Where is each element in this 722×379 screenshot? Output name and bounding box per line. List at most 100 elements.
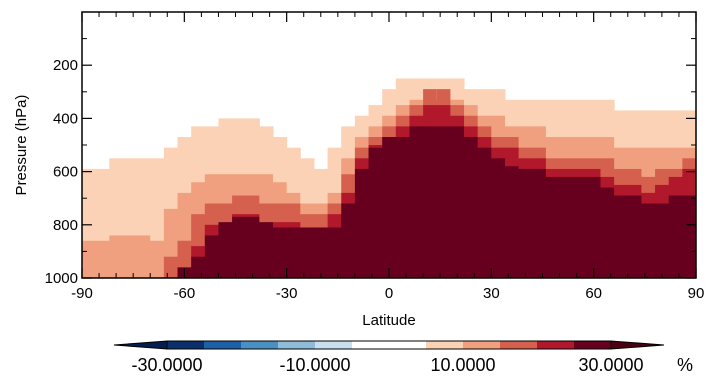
heatmap-cell-28-4 — [464, 126, 479, 138]
heatmap-cell-23-2 — [395, 105, 410, 117]
heatmap-cell-18-1 — [327, 147, 342, 194]
heatmap-cell-15-3 — [286, 203, 301, 223]
colorbar-swatch — [463, 341, 501, 349]
heatmap-cell-34-1 — [545, 99, 561, 138]
heatmap-cell-40-4 — [627, 184, 642, 197]
heatmap-cell-8-5 — [191, 256, 206, 279]
heatmap-cell-14-1 — [273, 137, 288, 183]
heatmap-cell-39-3 — [614, 168, 629, 186]
heatmap-cell-34-2 — [545, 137, 561, 159]
heatmap-cell-10-5 — [218, 222, 233, 279]
heatmap-cell-9-1 — [204, 126, 219, 175]
heatmap-cell-41-2 — [641, 147, 656, 178]
heatmap-cell-37-3 — [586, 158, 601, 170]
heatmap-cell-27-2 — [450, 99, 465, 106]
heatmap-cell-36-2 — [573, 137, 588, 159]
heatmap-cell-36-3 — [573, 158, 588, 170]
heatmap-cell-35-5 — [559, 176, 574, 279]
heatmap-cell-20-2 — [354, 137, 370, 149]
heatmap-cell-26-4 — [436, 105, 451, 127]
heatmap-cell-32-4 — [518, 158, 533, 170]
heatmap-cell-15-2 — [286, 192, 301, 205]
heatmap-cell-36-1 — [573, 99, 588, 138]
heatmap-cell-24-1 — [409, 78, 424, 101]
heatmap-cell-34-5 — [545, 176, 561, 279]
heatmap-cell-35-1 — [559, 99, 574, 138]
heatmap-cell-43-2 — [668, 147, 683, 170]
x-tick-label: -90 — [71, 285, 93, 302]
y-tick-label: 200 — [53, 57, 78, 74]
heatmap-cell-18-5 — [327, 227, 342, 279]
heatmap-cell-39-5 — [614, 195, 629, 279]
heatmap-cell-43-5 — [668, 195, 683, 279]
heatmap-cell-19-1 — [341, 126, 356, 159]
x-tick-label: -30 — [276, 285, 298, 302]
heatmap-cell-0-2 — [82, 240, 97, 279]
heatmap-cell-17-1 — [313, 168, 329, 205]
heatmap-cell-41-1 — [641, 110, 656, 149]
heatmap-cell-8-4 — [191, 246, 206, 258]
colorbar-frame — [166, 340, 612, 350]
heatmap-cell-13-5 — [259, 222, 274, 279]
colorbar-swatch — [500, 341, 538, 349]
heatmap-cell-22-2 — [382, 115, 397, 127]
x-tick-label: 0 — [385, 285, 393, 302]
heatmap-cell-13-2 — [259, 174, 274, 205]
heatmap-cell-40-1 — [627, 110, 642, 149]
heatmap-cell-17-5 — [313, 227, 329, 279]
heatmap-cell-18-2 — [327, 192, 342, 205]
colorbar: -30.0000 -10.0000 10.0000 30.0000 — [113, 340, 665, 375]
heatmap-cell-43-3 — [668, 168, 683, 178]
heatmap-cell-16-2 — [300, 203, 315, 215]
heatmap-cell-34-3 — [545, 158, 561, 170]
x-tick-label: 60 — [585, 285, 602, 302]
heatmap-cell-19-5 — [341, 203, 356, 279]
heatmap-cell-38-3 — [600, 158, 615, 178]
colorbar-swatch — [167, 341, 205, 349]
heatmap-cell-29-3 — [477, 126, 492, 138]
heatmap-cell-14-2 — [273, 182, 288, 205]
colorbar-swatch — [241, 341, 279, 349]
heatmap-cell-7-1 — [177, 137, 192, 194]
heatmap-cell-24-3 — [409, 105, 424, 117]
colorbar-swatch — [352, 341, 427, 349]
heatmap-cell-28-1 — [464, 89, 479, 106]
heatmap-cell-9-3 — [204, 203, 219, 226]
heatmap-cell-28-2 — [464, 105, 479, 117]
heatmap-cell-13-1 — [259, 126, 274, 175]
heatmap-cell-0-1 — [82, 168, 97, 242]
heatmap-cell-21-1 — [368, 105, 383, 127]
heatmap-cell-26-3 — [436, 89, 451, 106]
heatmap-cell-8-2 — [191, 182, 206, 215]
heatmap-cell-10-3 — [218, 203, 233, 223]
heatmap-cell-1-2 — [95, 240, 110, 279]
colorbar-swatch — [574, 341, 612, 349]
heatmap-cell-38-2 — [600, 137, 615, 159]
heatmap-cell-33-4 — [532, 158, 547, 170]
heatmap-cell-32-5 — [518, 168, 533, 279]
heatmap-cell-25-3 — [423, 89, 438, 106]
heatmap-cell-18-3 — [327, 203, 342, 215]
heatmap-cell-20-4 — [354, 158, 370, 170]
heatmap-cell-30-1 — [491, 89, 506, 117]
heatmap-cell-14-3 — [273, 203, 288, 223]
heatmap-cell-7-2 — [177, 192, 192, 242]
heatmap-cell-16-3 — [300, 214, 315, 228]
colorbar-low-extension — [113, 340, 168, 350]
heatmap-cell-19-4 — [341, 192, 356, 205]
heatmap-cell-8-3 — [191, 214, 206, 247]
heatmap-cell-12-4 — [245, 214, 260, 218]
heatmap-cell-32-2 — [518, 126, 533, 149]
heatmap-cell-42-5 — [655, 203, 670, 279]
heatmap-cell-16-1 — [300, 158, 315, 205]
heatmap-cell-24-2 — [409, 99, 424, 106]
colorbar-tick-label: 10.0000 — [430, 355, 495, 375]
heatmap-cell-34-4 — [545, 168, 561, 178]
heatmap-cell-44-5 — [682, 195, 697, 279]
heatmap-cell-27-1 — [450, 78, 465, 101]
heatmap-cell-26-5 — [436, 126, 451, 279]
heatmap-cell-11-1 — [232, 118, 247, 175]
heatmap-cell-20-5 — [354, 168, 370, 279]
heatmap-cell-13-3 — [259, 203, 274, 223]
heatmap-cell-39-1 — [614, 110, 629, 149]
